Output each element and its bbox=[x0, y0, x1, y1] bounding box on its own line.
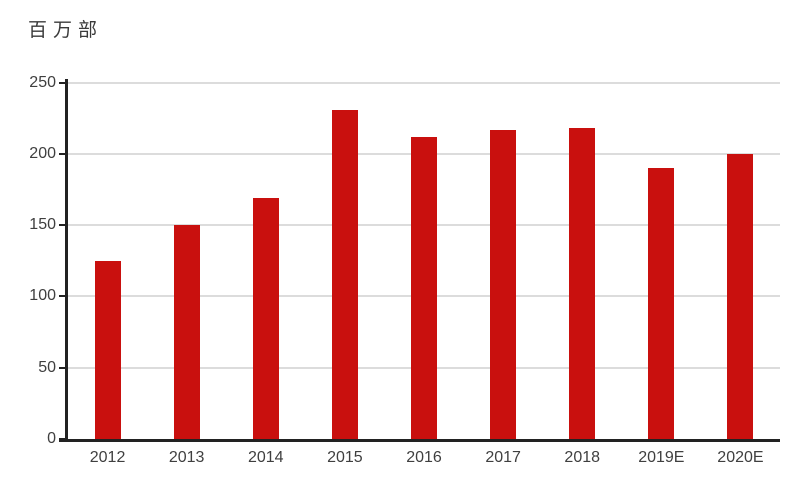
y-axis-tick-label: 200 bbox=[29, 144, 56, 162]
x-axis-tick-label: 2014 bbox=[247, 449, 284, 466]
y-axis-unit-label: 百万部 bbox=[28, 19, 104, 41]
y-axis-tick-label: 100 bbox=[29, 287, 56, 305]
y-axis-tick-label: 0 bbox=[47, 430, 56, 447]
bar-2014 bbox=[252, 198, 279, 439]
bar-2013 bbox=[173, 225, 200, 439]
y-axis-tick-mark bbox=[59, 295, 68, 298]
x-axis-tick-label: 2015 bbox=[327, 449, 363, 466]
bar-2012 bbox=[94, 260, 121, 439]
x-axis-line bbox=[59, 439, 780, 442]
bar-2015 bbox=[331, 109, 358, 439]
x-axis-tick-label: 2013 bbox=[168, 449, 205, 466]
y-axis-tick-label: 150 bbox=[29, 216, 56, 234]
y-axis-tick-label: 250 bbox=[29, 73, 56, 91]
x-axis-tick-label: 2012 bbox=[89, 449, 126, 466]
x-axis-tick-label: 2018 bbox=[564, 449, 601, 466]
gridline bbox=[68, 81, 780, 84]
x-axis-tick-label: 2017 bbox=[485, 449, 521, 466]
x-axis-tick-label: 2020E bbox=[717, 449, 764, 466]
y-axis-tick-mark bbox=[59, 366, 68, 369]
bar-2017 bbox=[490, 129, 517, 439]
y-axis-line bbox=[65, 78, 68, 442]
bar-2016 bbox=[411, 136, 437, 439]
y-axis-tick-mark bbox=[59, 152, 68, 155]
bar-2019E bbox=[648, 168, 675, 439]
bar-2018 bbox=[569, 128, 596, 439]
y-axis-tick-label: 50 bbox=[38, 358, 56, 376]
x-axis-tick-label: 2016 bbox=[406, 449, 442, 466]
y-axis-tick-mark bbox=[59, 81, 68, 84]
bar-2020E bbox=[727, 153, 754, 439]
y-axis-tick-mark bbox=[59, 224, 68, 227]
x-axis-tick-label: 2019E bbox=[638, 449, 685, 466]
